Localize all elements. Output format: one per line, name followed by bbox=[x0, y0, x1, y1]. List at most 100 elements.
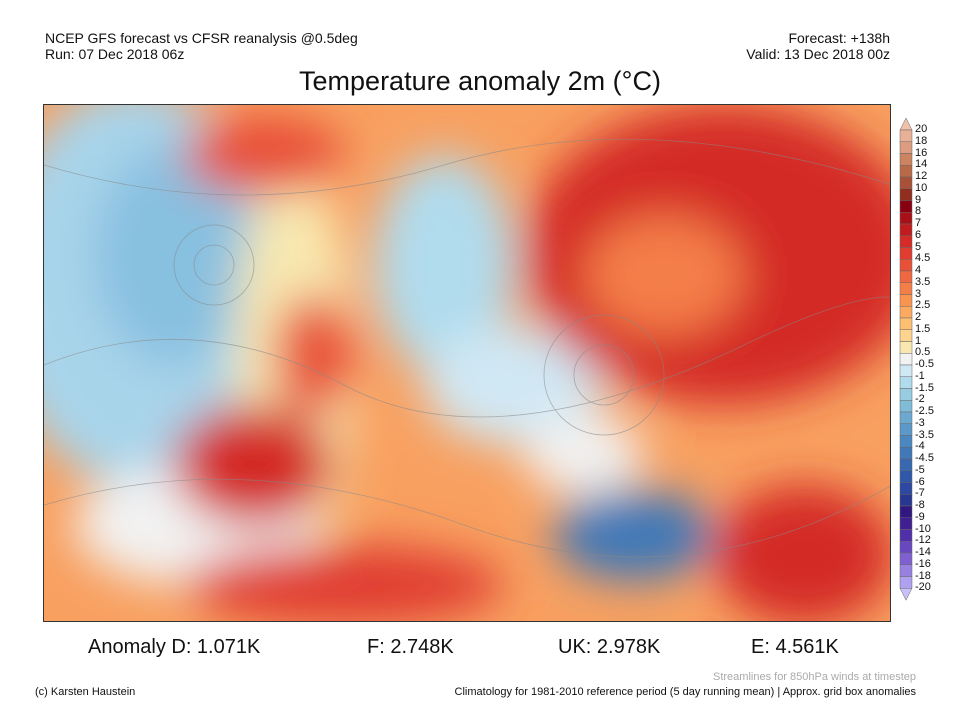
anomaly-france: F: 2.748K bbox=[367, 636, 454, 658]
colorbar-bin bbox=[899, 376, 913, 389]
climatology-note: Climatology for 1981-2010 reference peri… bbox=[454, 686, 916, 698]
colorbar-bin bbox=[899, 235, 913, 248]
colorbar-label: -8 bbox=[915, 499, 925, 511]
colorbar-bin bbox=[899, 282, 913, 295]
colorbar-bin bbox=[899, 141, 913, 154]
colorbar-bin bbox=[899, 505, 913, 518]
colorbar-label: 0.5 bbox=[915, 346, 931, 359]
colorbar-label: -12 bbox=[915, 534, 931, 547]
colorbar-bin bbox=[899, 165, 913, 178]
colorbar-label: -2 bbox=[915, 393, 925, 406]
iberia-warm-anomaly bbox=[174, 405, 334, 525]
scandinavia-cold-anomaly bbox=[374, 155, 514, 375]
colorbar-label: -18 bbox=[915, 569, 931, 582]
colorbar-bin bbox=[899, 400, 913, 413]
colorbar-bin bbox=[899, 576, 913, 589]
colorbar-bin bbox=[899, 117, 913, 131]
colorbar bbox=[899, 117, 913, 601]
colorbar-label: 12 bbox=[915, 170, 928, 182]
colorbar-label: -5 bbox=[915, 463, 925, 476]
colorbar-bin bbox=[899, 564, 913, 577]
colorbar-label: 7 bbox=[915, 217, 922, 229]
streamlines bbox=[44, 138, 890, 558]
colorbar-bin bbox=[899, 458, 913, 471]
colorbar-label: -14 bbox=[915, 546, 931, 558]
colorbar-bin bbox=[899, 470, 913, 483]
colorbar-bin bbox=[899, 212, 913, 225]
colorbar-bin bbox=[899, 494, 913, 507]
colorbar-label: 5 bbox=[915, 240, 922, 253]
model-info: NCEP GFS forecast vs CFSR reanalysis @0.… bbox=[45, 30, 358, 46]
colorbar-label: 14 bbox=[915, 158, 928, 171]
colorbar-bin bbox=[899, 270, 913, 283]
colorbar-bin bbox=[899, 317, 913, 330]
colorbar-label: 20 bbox=[915, 123, 928, 135]
credit: (c) Karsten Haustein bbox=[35, 686, 136, 698]
colorbar-label: 2 bbox=[915, 311, 922, 323]
colorbar-legend: 20 18 16 14 12 10 9 8 7 6 5 4.5 4 3.5 3 2.5 2 1.5 1 0.5 -0.5… bbox=[895, 115, 955, 615]
colorbar-bin bbox=[899, 588, 913, 601]
colorbar-bin bbox=[899, 529, 913, 542]
colorbar-label: -3 bbox=[915, 416, 925, 429]
colorbar-bin bbox=[899, 306, 913, 319]
colorbar-bin bbox=[899, 552, 913, 565]
anomaly-field bbox=[44, 105, 890, 621]
colorbar-label: 2.5 bbox=[915, 299, 931, 312]
colorbar-bin bbox=[899, 364, 913, 377]
colorbar-bin bbox=[899, 247, 913, 260]
temperature-anomaly-map bbox=[43, 104, 891, 622]
colorbar-label: 6 bbox=[915, 228, 922, 241]
colorbar-label: 8 bbox=[915, 205, 922, 218]
colorbar-bin bbox=[899, 435, 913, 448]
colorbar-label: -16 bbox=[915, 557, 931, 570]
colorbar-label: 9 bbox=[915, 193, 922, 206]
colorbar-label: -4 bbox=[915, 440, 925, 453]
colorbar-bin bbox=[899, 482, 913, 495]
colorbar-bin bbox=[899, 294, 913, 307]
turkey-cold-anomaly bbox=[554, 490, 714, 580]
colorbar-bin bbox=[899, 341, 913, 354]
colorbar-label: 1 bbox=[915, 334, 922, 347]
colorbar-label: -0.5 bbox=[915, 358, 934, 370]
colorbar-bin bbox=[899, 388, 913, 401]
colorbar-label: 4 bbox=[915, 264, 922, 276]
map-title: Temperature anomaly 2m (°C) bbox=[299, 66, 661, 96]
colorbar-bin bbox=[899, 188, 913, 201]
colorbar-bin bbox=[899, 129, 913, 142]
colorbar-bin bbox=[899, 447, 913, 460]
run-time: Run: 07 Dec 2018 06z bbox=[45, 46, 185, 62]
streamlines-note: Streamlines for 850hPa winds at timestep bbox=[713, 671, 916, 683]
colorbar-bin bbox=[899, 223, 913, 236]
colorbar-bin bbox=[899, 329, 913, 342]
colorbar-bin bbox=[899, 200, 913, 213]
colorbar-label: -1 bbox=[915, 369, 925, 382]
colorbar-label: -20 bbox=[915, 581, 931, 594]
colorbar-label: 4.5 bbox=[915, 252, 931, 265]
anomaly-uk: UK: 2.978K bbox=[558, 636, 661, 658]
colorbar-label: 10 bbox=[915, 181, 928, 194]
colorbar-bin bbox=[899, 353, 913, 366]
colorbar-label: 16 bbox=[915, 146, 928, 159]
colorbar-label: -4.5 bbox=[915, 452, 934, 464]
colorbar-label: 3 bbox=[915, 287, 922, 300]
valid-time: Valid: 13 Dec 2018 00z bbox=[746, 46, 890, 62]
colorbar-bin bbox=[899, 411, 913, 424]
colorbar-label: -3.5 bbox=[915, 428, 934, 441]
colorbar-bin bbox=[899, 259, 913, 272]
colorbar-label: -9 bbox=[915, 510, 925, 523]
anomaly-germany: Anomaly D: 1.071K bbox=[88, 636, 261, 658]
colorbar-label: -7 bbox=[915, 487, 925, 500]
colorbar-bin bbox=[899, 423, 913, 436]
colorbar-bin bbox=[899, 517, 913, 530]
colorbar-label: 3.5 bbox=[915, 275, 931, 288]
colorbar-label: -10 bbox=[915, 522, 931, 535]
colorbar-bin bbox=[899, 541, 913, 554]
colorbar-bin bbox=[899, 176, 913, 189]
colorbar-label: -2.5 bbox=[915, 405, 934, 417]
colorbar-label: -1.5 bbox=[915, 381, 934, 394]
colorbar-label: 18 bbox=[915, 134, 928, 147]
anomaly-spain: E: 4.561K bbox=[751, 636, 839, 658]
colorbar-label: 1.5 bbox=[915, 322, 931, 335]
colorbar-label: -6 bbox=[915, 475, 925, 488]
colorbar-bin bbox=[899, 153, 913, 166]
